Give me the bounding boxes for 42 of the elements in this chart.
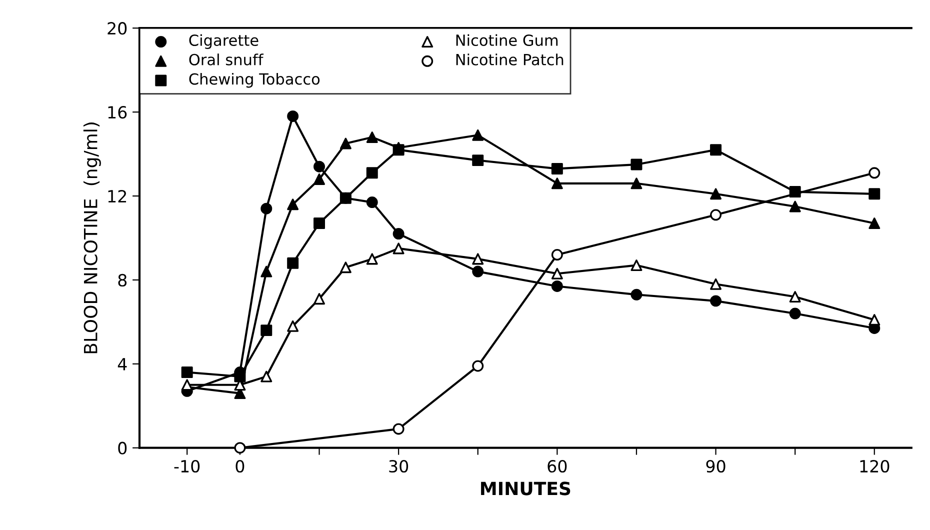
- x-tick-label: -10: [174, 460, 200, 473]
- point: [314, 173, 326, 185]
- point: [314, 293, 326, 305]
- x-tick-label: 30: [389, 460, 408, 473]
- point: [366, 253, 378, 265]
- legend-label: Chewing Tobacco: [189, 72, 320, 88]
- legend-label: Nicotine Patch: [456, 54, 564, 66]
- x-tick-label: 0: [236, 460, 244, 473]
- point: [630, 260, 642, 271]
- y-tick-label: 8: [118, 274, 127, 287]
- point: [789, 200, 801, 212]
- x-axis-title: MINUTES: [481, 482, 570, 496]
- x-tick-label: 60: [548, 460, 567, 473]
- x-tick-label: 90: [706, 460, 726, 473]
- legend-label: Cigarette: [189, 34, 258, 49]
- point: [868, 218, 880, 230]
- y-axis-title: BLOOD NICOTINE (ng/ml): [83, 122, 101, 354]
- point: [340, 138, 352, 150]
- y-tick-label: 20: [108, 22, 127, 35]
- point: [287, 198, 299, 210]
- x-tick-label: 120: [860, 460, 890, 473]
- point: [260, 370, 272, 382]
- point: [868, 314, 880, 326]
- point: [551, 178, 563, 190]
- point: [260, 266, 272, 278]
- point: [392, 242, 404, 254]
- point: [340, 262, 352, 274]
- point: [710, 278, 722, 290]
- point: [472, 129, 484, 141]
- point: [630, 178, 642, 190]
- legend-label: Oral snuff: [189, 54, 264, 66]
- point: [789, 290, 801, 302]
- y-tick-label: 16: [108, 106, 127, 119]
- y-tick-label: 4: [118, 358, 127, 370]
- y-tick-label: 12: [108, 190, 126, 202]
- point: [287, 320, 299, 332]
- point: [551, 268, 563, 280]
- y-tick-label: 0: [118, 442, 127, 454]
- point: [472, 253, 484, 265]
- legend-label: Nicotine Gum: [456, 34, 558, 46]
- point: [710, 188, 722, 200]
- point: [366, 131, 378, 143]
